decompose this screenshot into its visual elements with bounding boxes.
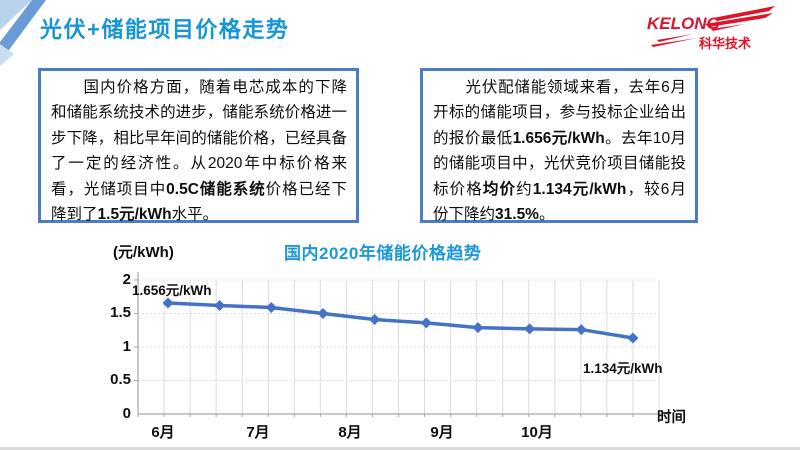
pv-storage-bid-paragraph: 光伏配储能领域来看，去年6月开标的储能项目，参与投标企业给出的报价最低1.656… <box>423 71 695 231</box>
data-point-marker <box>317 308 329 319</box>
logo-swoosh-icon <box>705 13 773 27</box>
body-text: 价格已经下降到了 <box>51 180 347 224</box>
data-point-marker <box>265 301 277 313</box>
body-text: 。 <box>538 206 555 224</box>
pv-storage-bid-textbox: 光伏配储能领域来看，去年6月开标的储能项目，参与投标企业给出的报价最低1.656… <box>420 68 698 223</box>
logo-swoosh-icon <box>711 24 745 31</box>
y-axis-unit-label: (元/kWh) <box>113 244 174 261</box>
data-point-marker <box>214 299 226 311</box>
x-axis-title: 时间 <box>657 410 686 426</box>
corner-triangle-pale <box>0 44 14 66</box>
price-trend-line <box>166 301 635 340</box>
data-point-marker <box>575 324 587 336</box>
data-point-marker <box>627 332 639 344</box>
highlighted-text: 31.5% <box>495 206 539 224</box>
y-tick-label: 1 <box>122 338 131 355</box>
last-point-data-label: 1.134元/kWh <box>583 361 663 376</box>
logo-company-name: 科华技术 <box>699 36 751 51</box>
data-point-marker <box>162 297 174 309</box>
corner-decoration <box>0 0 46 66</box>
y-tick-label: 0.5 <box>110 371 131 388</box>
y-tick-label: 0 <box>122 405 131 422</box>
data-point-marker <box>420 317 432 329</box>
highlighted-text: 1.134元/kWh <box>532 180 627 198</box>
price-trend-chart: 2 1.5 1 0.5 0 6月 7月 8月 9月 10月 时间 1.656元/… <box>95 265 755 450</box>
body-text: 约 <box>516 180 533 198</box>
page-title: 光伏+储能项目价格走势 <box>40 17 290 42</box>
body-text: 光伏配储能领域来看，去年6月开标的储能项目，参与投标企业给出的报价最低 <box>433 79 686 147</box>
body-text: 国内价格方面，随着电芯成本的下降和储能系统技术的进步，储能系统价格进一步下降，相… <box>51 79 347 198</box>
data-point-marker <box>472 322 484 334</box>
body-text: 水平。 <box>171 206 219 224</box>
logo-swoosh-icon <box>713 6 775 21</box>
data-point-marker <box>524 323 536 335</box>
highlighted-text: 1.656元/kWh <box>512 129 605 147</box>
chart-canvas <box>134 272 667 417</box>
logo-speedline-icon <box>651 38 697 47</box>
y-tick-label: 2 <box>122 271 131 288</box>
kelong-logo: KELONG 科华技术 <box>643 6 783 52</box>
corner-triangle-light <box>0 0 32 30</box>
highlighted-text: 均价 <box>482 180 517 198</box>
first-point-data-label: 1.656元/kWh <box>132 283 212 298</box>
body-text: 。去年10月的储能项目中，光伏竞价项目储能投标价格 <box>433 129 686 198</box>
slide-bottom-edge <box>0 447 800 450</box>
x-tick-label: 10月 <box>521 424 553 441</box>
kelong-logo-graphic: KELONG 科华技术 <box>647 6 775 51</box>
x-tick-label: 8月 <box>338 424 362 441</box>
logo-brand-text: KELONG <box>647 14 720 33</box>
corner-band-blue <box>0 0 46 62</box>
chart-title: 国内2020年储能价格趋势 <box>284 244 482 263</box>
x-tick-label: 7月 <box>246 424 270 441</box>
logo-speedline-icon <box>657 34 693 42</box>
data-point-marker <box>369 314 381 326</box>
x-tick-label: 6月 <box>151 424 175 441</box>
highlighted-text: 1.5元/kWh <box>97 206 172 224</box>
body-text: ，较6月份下降约 <box>433 180 687 224</box>
domestic-price-paragraph: 国内价格方面，随着电芯成本的下降和储能系统技术的进步，储能系统价格进一步下降，相… <box>41 71 356 231</box>
domestic-price-textbox: 国内价格方面，随着电芯成本的下降和储能系统技术的进步，储能系统价格进一步下降，相… <box>38 68 359 223</box>
y-tick-label: 1.5 <box>110 304 131 321</box>
x-tick-label: 9月 <box>430 424 454 441</box>
highlighted-text: 0.5C储能系统 <box>166 180 266 198</box>
